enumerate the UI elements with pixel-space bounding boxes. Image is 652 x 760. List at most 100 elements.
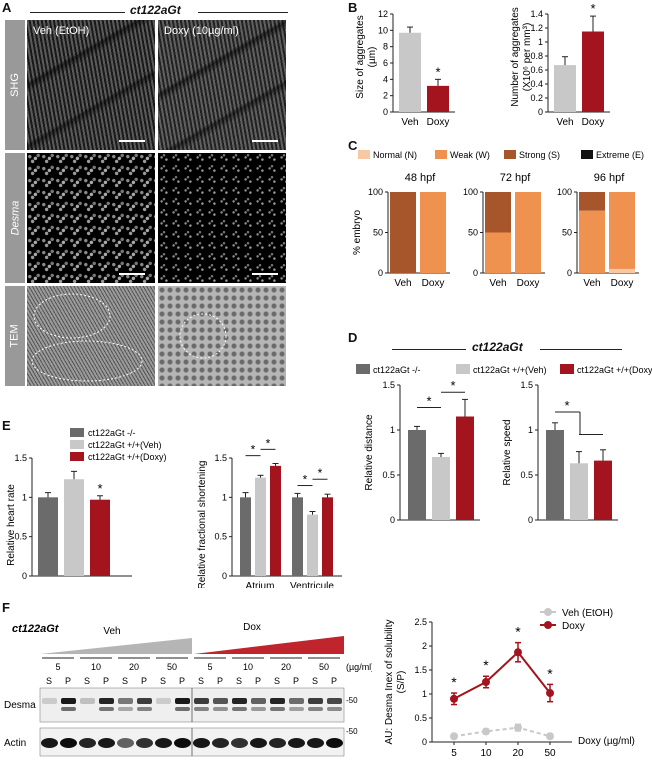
sol-significance: * — [451, 674, 457, 690]
sol-y-tick-label: 1 — [422, 689, 427, 699]
e-hr-ylabel-line: Relative heart rate — [6, 484, 17, 566]
legend-label: ct122aGt +/+(Veh) — [473, 365, 547, 375]
desma-band — [270, 698, 285, 704]
actin-band — [307, 738, 324, 748]
desma-veh-image — [27, 153, 155, 283]
c-stacked-segment — [420, 192, 446, 273]
c-stacked-segment — [579, 210, 605, 273]
B-number-x-label: Doxy — [582, 117, 605, 128]
sol-point — [450, 694, 458, 703]
d-significance: * — [426, 394, 431, 409]
lane-label: P — [179, 676, 185, 686]
desma-band — [213, 698, 228, 704]
desma-band — [327, 698, 342, 704]
conc-label: 5 — [55, 662, 60, 672]
sol-point — [546, 732, 554, 741]
e-fs-y-tick-label: 1 — [222, 492, 227, 502]
sol-ylabel: AU: Desma Inex of solubility(S/P) — [384, 619, 407, 744]
lane-label: S — [84, 676, 90, 686]
conc-label: 20 — [129, 662, 139, 672]
e-fs-bar — [322, 497, 333, 576]
veh-gradient-wedge — [40, 638, 192, 654]
B-size-y-tick-label: 8 — [383, 42, 388, 52]
e-hr-y-tick-label: 1.5 — [14, 453, 27, 463]
conc-label: 10 — [243, 662, 253, 672]
row-label-shg: SHG — [5, 20, 25, 150]
legend-swatch — [504, 150, 516, 159]
col-label-doxy: Doxy (10µg/ml) — [164, 25, 239, 37]
desma-band — [270, 707, 285, 711]
sol-legend-marker — [544, 621, 552, 629]
dox-gradient-wedge — [194, 636, 344, 654]
lane-label: P — [141, 676, 147, 686]
B-number-y-tick-label: 0.4 — [530, 79, 543, 89]
actin-band — [174, 738, 191, 748]
panel-d-header-line-left — [392, 349, 466, 350]
sol-point — [546, 689, 554, 698]
c-x-label: Veh — [394, 278, 411, 289]
sol-y-tick-label: 0.5 — [414, 713, 427, 723]
c-stacked-segment — [515, 192, 541, 273]
actin-band — [41, 738, 58, 748]
c-group-y-tick-label: 0 — [473, 268, 478, 278]
e-fs-x-label: Ventricule — [290, 581, 334, 588]
D-distance-y-tick-label: 1 — [390, 425, 395, 435]
c-group-y-tick-label: 50 — [373, 228, 383, 238]
mw-actin: -50 — [346, 727, 358, 736]
c-stacked-segment — [609, 192, 635, 269]
c-x-label: Veh — [489, 278, 506, 289]
e-fs-significance: * — [266, 436, 271, 450]
sol-legend-marker — [544, 608, 552, 616]
e-fs-y-tick-label: 0 — [222, 571, 227, 581]
B-number-significance: * — [590, 1, 595, 16]
desma-band — [118, 707, 133, 711]
sol-point — [514, 648, 522, 657]
B-number-y-tick-label: 0.2 — [530, 93, 543, 103]
e-fs-significance: * — [251, 443, 256, 457]
blot-desma-label: Desma — [4, 700, 36, 711]
D-speed-bar — [594, 460, 612, 520]
c-stacked-segment — [485, 232, 511, 273]
B-number-y-tick-label: 1.4 — [530, 9, 543, 19]
e-fs-significance: * — [318, 466, 323, 480]
shg-veh-image: Veh (EtOH) — [27, 20, 155, 150]
sol-point — [482, 678, 490, 686]
sol-legend-label: Veh (EtOH) — [562, 608, 613, 619]
desma-band — [308, 698, 323, 704]
actin-band — [269, 738, 286, 748]
sol-point — [482, 727, 490, 736]
panel-f-blot: ct122aGt Veh Dox 5 10 20 50 5 10 20 50 (µg/ml) S P S P S… — [4, 622, 372, 757]
actin-band — [288, 738, 305, 748]
B-size-y-tick-label: 0 — [383, 107, 388, 117]
panel-c-label: C — [348, 138, 358, 153]
actin-band — [231, 738, 248, 748]
legend-swatch — [435, 150, 447, 159]
D-speed-y-tick-label: 1 — [528, 425, 533, 435]
D-distance-bar — [456, 416, 474, 520]
B-number-bar — [554, 65, 576, 112]
c-stacked-segment — [579, 192, 605, 211]
c-stacked-segment — [609, 268, 635, 273]
legend-swatch — [70, 452, 84, 461]
legend-swatch — [70, 440, 84, 449]
veh-label: Veh — [103, 626, 120, 637]
B-size-bar — [399, 32, 421, 112]
e-hr-y-tick-label: 0 — [22, 571, 27, 581]
c-group-title: 96 hpf — [594, 172, 626, 184]
desma-band — [194, 698, 209, 704]
row-label-desma: Desma — [5, 153, 25, 283]
B-number-y-tick-label: 1 — [538, 37, 543, 47]
c-group-y-tick-label: 100 — [368, 187, 383, 197]
panel-a-header-line-left — [30, 12, 125, 13]
conc-label: 5 — [207, 662, 212, 672]
B-number-ylabel-line: Number of aggregates — [510, 7, 521, 107]
panel-a-header-line-right — [198, 12, 288, 13]
B-number-y-tick-label: 0.8 — [530, 51, 543, 61]
legend-swatch — [356, 364, 370, 374]
legend-label: Extreme (E) — [596, 150, 644, 160]
c-x-label: Veh — [583, 278, 600, 289]
actin-band — [326, 738, 343, 748]
lane-label: S — [160, 676, 166, 686]
e-fs-bar — [255, 477, 266, 576]
